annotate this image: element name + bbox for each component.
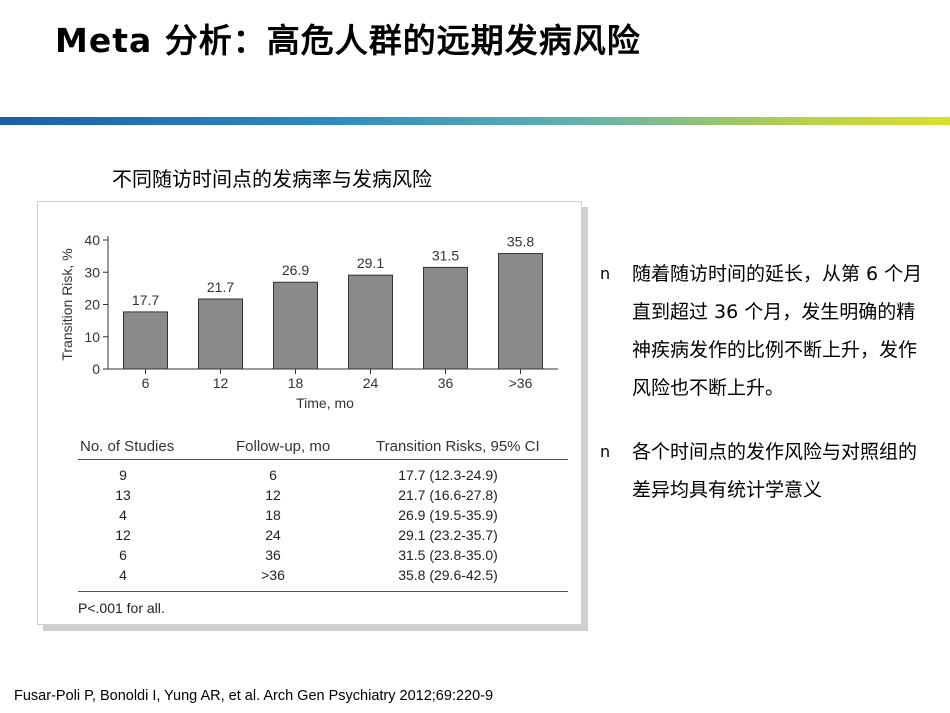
bar-value-label: 26.9 [282, 262, 309, 278]
table-header-followup: Follow-up, mo [236, 438, 331, 455]
bar-value-label: 31.5 [432, 247, 459, 263]
bullet-item: n 各个时间点的发作风险与对照组的差异均具有统计学意义 [600, 433, 930, 509]
table-row: 6 36 31.5 (23.8-35.0) [38, 547, 581, 567]
bullet-text: 随着随访时间的延长，从第 6 个月直到超过 36 个月，发生明确的精神疾病发作的… [632, 263, 923, 399]
table-cell-risk: 35.8 (29.6-42.5) [398, 567, 498, 583]
table-cell-risk: 21.7 (16.6-27.8) [398, 487, 498, 503]
x-tick-label: 12 [213, 375, 229, 391]
bar [123, 311, 168, 370]
table-cell-studies: 4 [119, 567, 127, 583]
y-tick-label: 0 [92, 361, 100, 377]
bullet-marker: n [600, 442, 611, 461]
table-row: 4 >36 35.8 (29.6-42.5) [38, 567, 581, 587]
table-cell-followup: >36 [261, 567, 285, 583]
bar-chart: 0 10 20 30 40 Transition Risk, % 17.7 6 21.7 12 26… [59, 232, 558, 411]
title-divider-bar [0, 117, 950, 125]
table-cell-risk: 17.7 (12.3-24.9) [398, 467, 498, 483]
y-tick-label: 10 [84, 329, 100, 345]
x-tick-label: 36 [438, 375, 454, 391]
table-cell-risk: 29.1 (23.2-35.7) [398, 527, 498, 543]
figure-panel: 0 10 20 30 40 Transition Risk, % 17.7 6 21.7 12 26… [37, 201, 582, 625]
bullet-list: n 随着随访时间的延长，从第 6 个月直到超过 36 个月，发生明确的精神疾病发… [600, 255, 930, 535]
table-cell-risk: 26.9 (19.5-35.9) [398, 507, 498, 523]
table-header-studies: No. of Studies [80, 438, 175, 455]
x-axis-label: Time, mo [296, 395, 354, 411]
bar [348, 274, 393, 370]
table-bottom-rule [78, 591, 568, 592]
y-tick-label: 30 [84, 264, 100, 280]
citation: Fusar-Poli P, Bonoldi I, Yung AR, et al.… [14, 688, 494, 704]
bullet-text: 各个时间点的发作风险与对照组的差异均具有统计学意义 [632, 441, 918, 501]
bar [423, 266, 468, 370]
table-cell-studies: 13 [115, 487, 131, 503]
table-row: 9 6 17.7 (12.3-24.9) [38, 467, 581, 487]
y-tick-label: 20 [84, 297, 100, 313]
table-cell-followup: 24 [265, 527, 281, 543]
table-cell-risk: 31.5 (23.8-35.0) [398, 547, 498, 563]
slide-title: Meta 分析：高危人群的远期发病风险 [55, 21, 641, 60]
table-header-risk: Transition Risks, 95% CI [376, 438, 540, 455]
y-axis-label: Transition Risk, % [59, 248, 75, 360]
x-tick-label: 6 [142, 375, 150, 391]
table-cell-followup: 36 [265, 547, 281, 563]
bar-value-label: 35.8 [507, 234, 534, 250]
table-cell-studies: 4 [119, 507, 127, 523]
y-tick-label: 40 [84, 232, 100, 248]
table-row: 4 18 26.9 (19.5-35.9) [38, 507, 581, 527]
table-row: 12 24 29.1 (23.2-35.7) [38, 527, 581, 547]
bar [273, 281, 318, 370]
bar-value-label: 29.1 [357, 255, 384, 271]
table-cell-studies: 12 [115, 527, 131, 543]
x-tick-label: 24 [363, 375, 379, 391]
table-footnote: P<.001 for all. [78, 600, 165, 616]
bar [198, 298, 243, 370]
table-row: 13 12 21.7 (16.6-27.8) [38, 487, 581, 507]
bullet-marker: n [600, 264, 611, 283]
bar-value-label: 17.7 [132, 292, 159, 308]
figure-subtitle: 不同随访时间点的发病率与发病风险 [112, 167, 432, 191]
table-cell-followup: 18 [265, 507, 281, 523]
bar-value-label: 21.7 [207, 279, 234, 295]
table-cell-followup: 6 [269, 467, 277, 483]
table-cell-studies: 9 [119, 467, 127, 483]
table-cell-followup: 12 [265, 487, 281, 503]
bullet-item: n 随着随访时间的延长，从第 6 个月直到超过 36 个月，发生明确的精神疾病发… [600, 255, 930, 407]
table-header-rule [78, 459, 568, 460]
x-tick-label: 18 [288, 375, 304, 391]
bar [498, 253, 543, 370]
table-cell-studies: 6 [119, 547, 127, 563]
x-tick-label: >36 [509, 375, 533, 391]
